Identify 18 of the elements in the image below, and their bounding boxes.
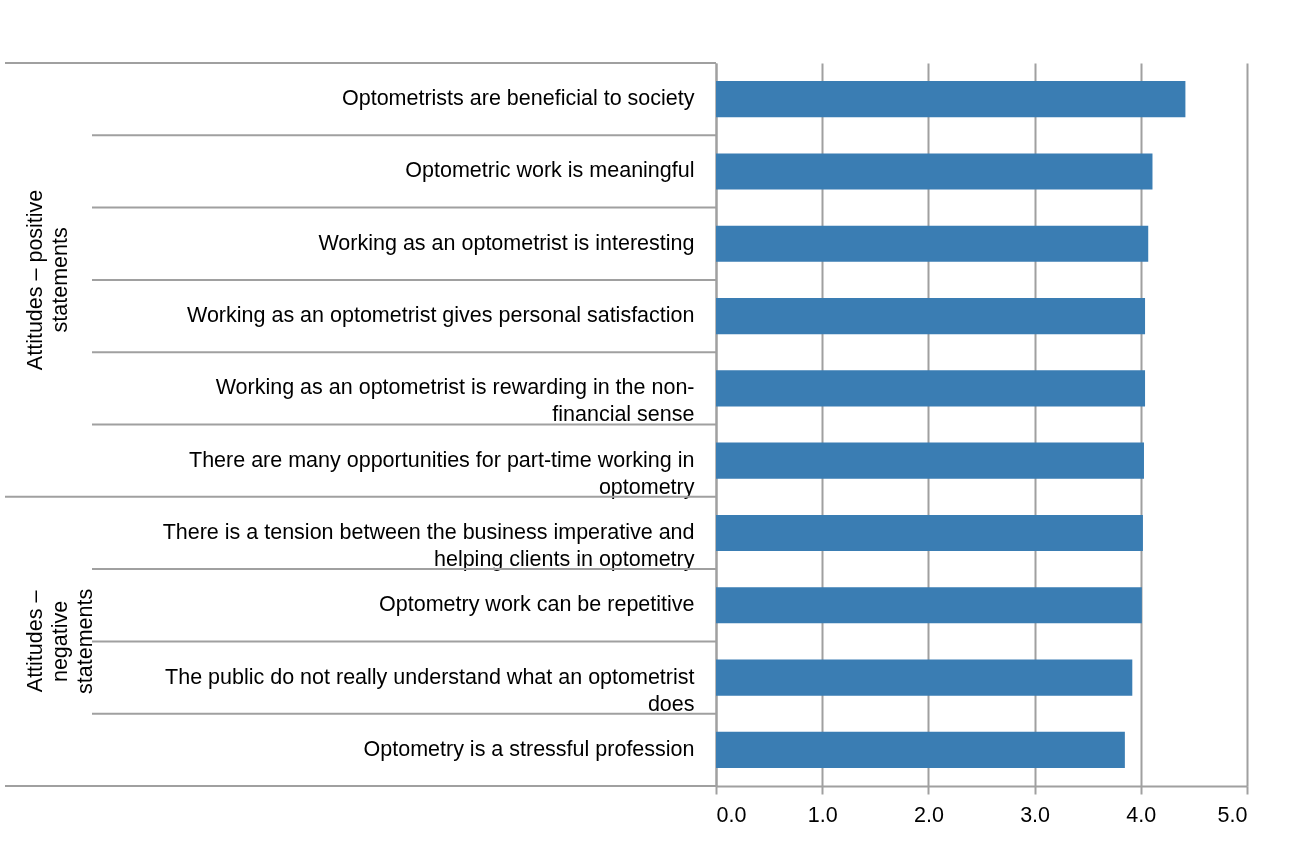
y-tick-label: There are many opportunities for part-time working in optometry [189,447,695,499]
y-tick-label: Working as an optometrist is interesting [318,230,695,255]
y-tick-label: There is a tension between the business imperative and helping clients in optometry [162,519,695,571]
y-tick-label: Working as an optometrist gives personal satisfaction [187,303,695,328]
x-tick-label: 0.0 [716,802,747,827]
y-tick-label: Optometry is a stressful profession [363,736,695,761]
x-tick-label: 3.0 [1020,802,1051,827]
x-tick-label: 5.0 [1217,802,1248,827]
y-tick-label: Optometry work can be repetitive [379,592,695,617]
y-tick-label: Optometric work is meaningful [405,158,695,183]
x-tick-label: 1.0 [807,802,838,827]
y-tick-label: Working as an optometrist is rewarding in the non-financial sense [215,375,695,427]
text: Attitudes – negative statements [23,588,97,694]
y-tick-label: The public do not really understand what an optometrist does [165,664,695,716]
text: Attitudes – positive statements [23,189,72,371]
x-tick-label: 2.0 [913,802,944,827]
y-tick-label: Optometrists are beneficial to society [341,86,695,111]
x-tick-label: 4.0 [1126,802,1157,827]
